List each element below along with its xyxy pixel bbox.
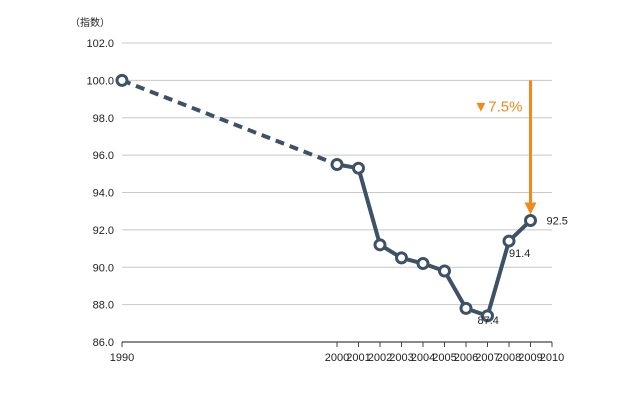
data-label: 91.4 xyxy=(509,248,530,260)
x-tick-label: 2010 xyxy=(540,352,564,364)
y-tick-label: 92.0 xyxy=(93,225,114,237)
data-point xyxy=(115,73,129,87)
data-labels: 87.4 91.4 92.5 xyxy=(478,216,568,327)
series-solid-segment xyxy=(336,162,532,318)
y-tick-label: 96.0 xyxy=(93,150,114,162)
data-point xyxy=(416,257,430,271)
annotation-arrow-head xyxy=(524,202,537,215)
data-point xyxy=(352,161,365,175)
series-line xyxy=(121,78,532,318)
x-tick-label: 2000 xyxy=(325,352,349,364)
change-annotation: ▼7.5% xyxy=(473,80,537,215)
x-tick-label: 2008 xyxy=(497,352,521,364)
y-tick-label: 100.0 xyxy=(86,75,114,87)
axes: 102.0 100.0 98.0 96.0 94.0 92.0 90.0 88.0 86.0 19… xyxy=(86,38,564,364)
x-tick-label: 2009 xyxy=(518,352,542,364)
data-points xyxy=(115,73,537,323)
data-point xyxy=(459,301,473,315)
y-tick-label: 86.0 xyxy=(93,337,114,349)
data-point xyxy=(395,251,408,265)
x-tick-label: 2006 xyxy=(454,352,478,364)
data-point xyxy=(438,264,451,278)
x-tick-label: 1990 xyxy=(110,352,134,364)
y-tick-label: 90.0 xyxy=(93,262,114,274)
series-dashed-segment xyxy=(121,78,338,167)
annotation-label: ▼7.5% xyxy=(473,98,522,115)
x-tick-label: 2002 xyxy=(368,352,392,364)
data-label: 92.5 xyxy=(547,216,568,228)
y-tick-label: 102.0 xyxy=(86,38,114,50)
y-tick-label: 94.0 xyxy=(93,188,114,200)
data-point xyxy=(524,214,537,228)
y-tick-label: 88.0 xyxy=(93,300,114,312)
gridlines xyxy=(122,42,552,306)
data-point xyxy=(481,309,494,323)
x-tick-label: 2007 xyxy=(475,352,499,364)
x-tick-label: 2004 xyxy=(411,352,435,364)
x-tick-label: 2005 xyxy=(432,352,456,364)
y-axis-unit-label: （指数） xyxy=(70,16,110,29)
data-label: 87.4 xyxy=(478,315,499,327)
data-point xyxy=(373,238,387,252)
y-tick-label: 98.0 xyxy=(93,113,114,125)
x-tick-label: 2001 xyxy=(346,352,370,364)
data-point xyxy=(330,157,344,171)
data-point xyxy=(502,234,516,248)
x-tick-label: 2003 xyxy=(389,352,413,364)
